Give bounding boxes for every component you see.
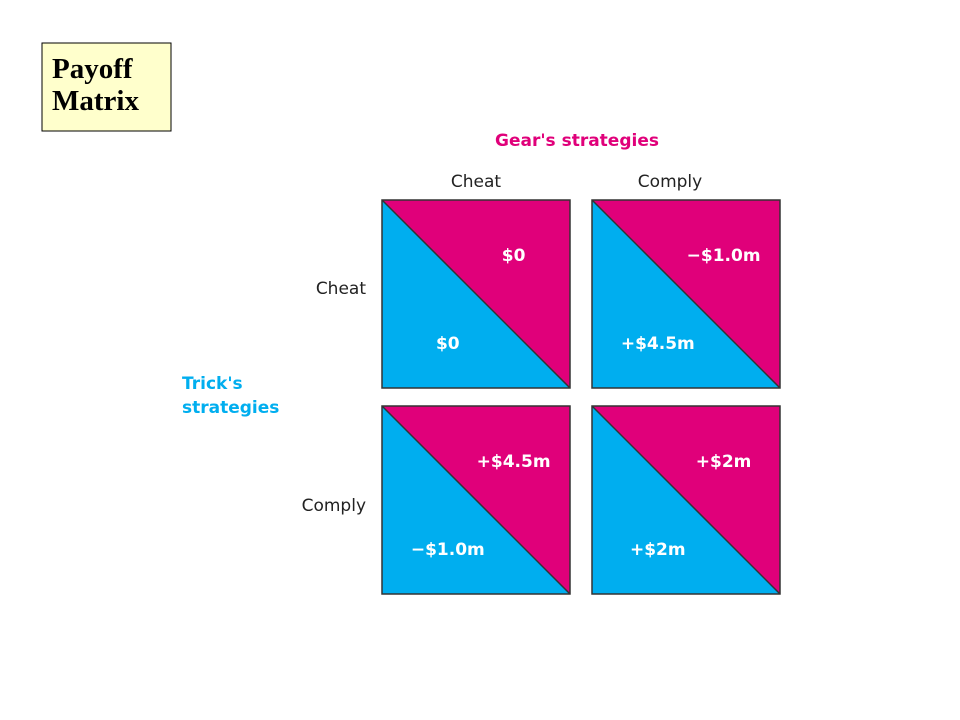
title-line: Matrix <box>52 85 139 117</box>
row-label: Comply <box>302 496 366 516</box>
diagonal <box>591 405 781 595</box>
row-header: Trick's <box>182 374 243 394</box>
trick-payoff: −$1.0m <box>411 540 485 560</box>
title-line: Payoff <box>52 53 133 85</box>
gear-payoff: $0 <box>502 246 526 266</box>
cell-border <box>381 199 571 389</box>
cell-border <box>591 405 781 595</box>
trick-payoff: $0 <box>436 334 460 354</box>
matrix: $0 $0 −$1.0m +$4.5m +$4.5m −$1.0m +$2m +$2m <box>381 199 781 595</box>
diagonal <box>381 405 571 595</box>
gear-payoff: +$2m <box>696 452 752 472</box>
title: Payoff Matrix <box>52 53 139 117</box>
diagonal <box>381 199 571 389</box>
row-header: strategies <box>182 398 279 418</box>
column-label: Comply <box>638 172 702 192</box>
cell-border <box>591 199 781 389</box>
cell-border <box>381 405 571 595</box>
gear-payoff: +$4.5m <box>477 452 551 472</box>
gear-payoff: −$1.0m <box>687 246 761 266</box>
title-box <box>41 42 172 132</box>
column-label: Cheat <box>451 172 502 192</box>
column-header: Gear's strategies <box>495 131 659 151</box>
diagonal <box>591 199 781 389</box>
row-label: Cheat <box>316 279 367 299</box>
trick-payoff: +$2m <box>630 540 686 560</box>
trick-payoff: +$4.5m <box>621 334 695 354</box>
